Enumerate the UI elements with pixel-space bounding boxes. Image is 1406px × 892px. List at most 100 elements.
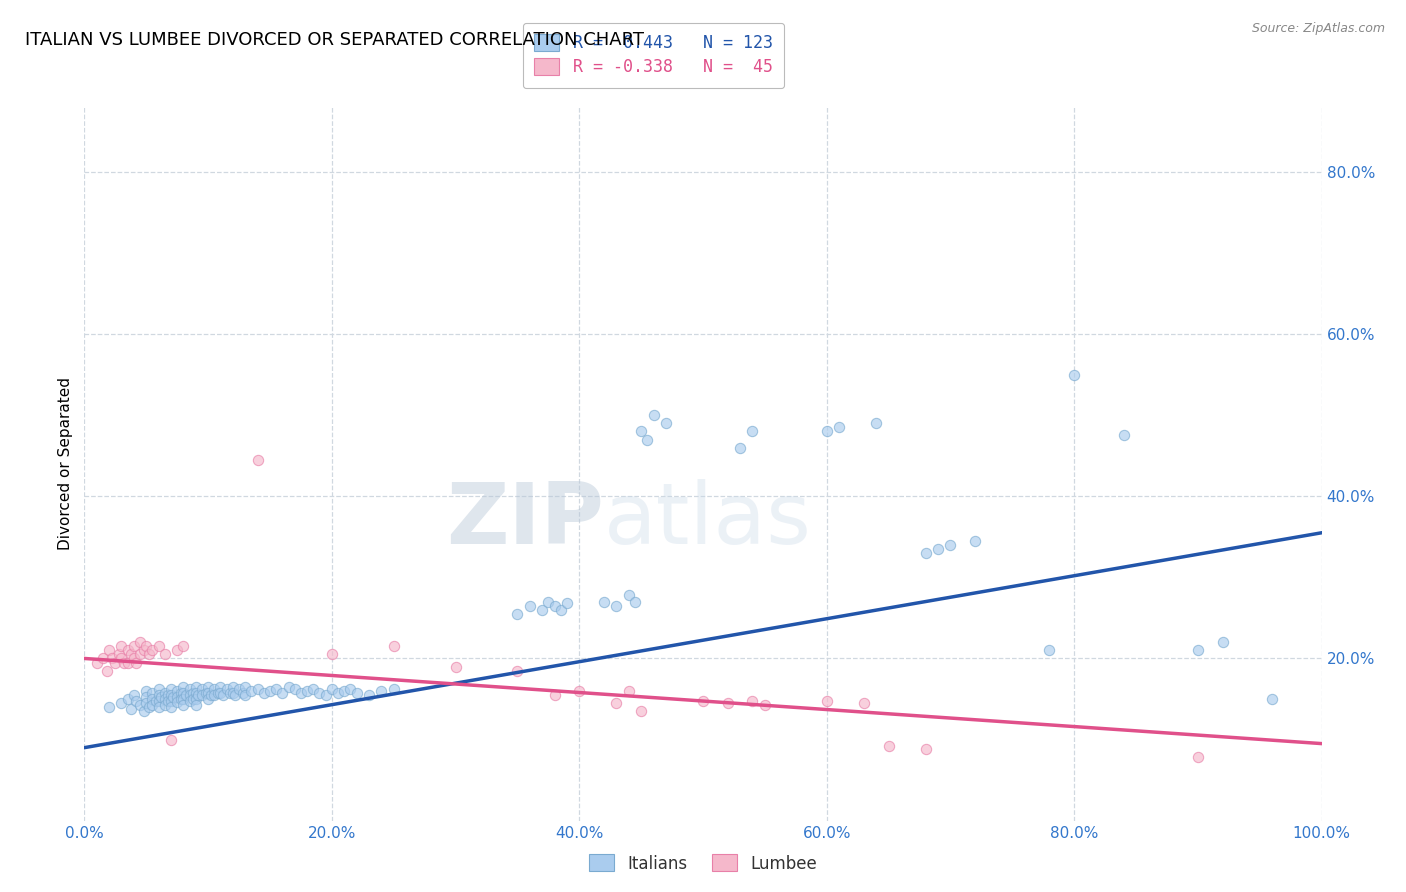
Point (717, 696, 740, 710)
Point (555, 596, 578, 610)
Point (357, 688, 380, 702)
Point (1112, 428, 1135, 442)
Point (120, 702, 142, 716)
Point (122, 640, 145, 654)
Point (197, 692, 219, 706)
Point (240, 684, 263, 698)
Point (166, 643, 188, 657)
Point (617, 684, 640, 698)
Point (271, 685, 294, 699)
Point (228, 682, 250, 697)
Point (264, 682, 287, 697)
Point (1063, 368, 1085, 382)
Point (914, 742, 936, 756)
Point (184, 698, 207, 712)
Point (179, 693, 201, 707)
Point (187, 688, 209, 702)
Point (98, 700, 121, 714)
Point (246, 682, 269, 697)
Point (98, 643, 121, 657)
Point (692, 693, 714, 707)
Point (138, 700, 160, 714)
Point (148, 688, 170, 702)
Point (290, 685, 312, 699)
Point (110, 651, 132, 665)
Point (202, 688, 225, 702)
Point (141, 692, 163, 706)
Point (321, 682, 343, 697)
Point (172, 685, 194, 699)
Point (184, 685, 207, 699)
Point (135, 690, 157, 705)
Point (153, 685, 176, 699)
Point (815, 693, 838, 707)
Point (295, 684, 318, 698)
Point (179, 688, 201, 702)
Point (222, 685, 245, 699)
Point (170, 692, 193, 706)
Point (232, 685, 254, 699)
Point (253, 685, 276, 699)
Point (741, 693, 763, 707)
Point (129, 635, 152, 649)
Point (160, 732, 183, 747)
Point (117, 643, 139, 657)
Point (636, 433, 658, 447)
Text: ITALIAN VS LUMBEE DIVORCED OR SEPARATED CORRELATION CHART: ITALIAN VS LUMBEE DIVORCED OR SEPARATED … (25, 31, 644, 49)
Point (181, 692, 204, 706)
Point (224, 688, 246, 702)
Point (339, 682, 361, 697)
Point (630, 425, 652, 439)
Point (100, 651, 122, 665)
Point (914, 546, 936, 560)
Point (346, 685, 368, 699)
Point (655, 417, 678, 431)
Point (568, 684, 591, 698)
Point (112, 656, 135, 670)
Point (605, 696, 627, 710)
Point (259, 684, 281, 698)
Point (125, 693, 148, 707)
Point (550, 603, 572, 617)
Point (191, 688, 214, 702)
Point (593, 595, 616, 609)
Point (506, 664, 529, 678)
Point (624, 595, 647, 609)
Point (209, 685, 232, 699)
Point (207, 685, 229, 699)
Point (157, 693, 180, 707)
Point (326, 685, 349, 699)
Point (382, 640, 405, 654)
Point (815, 425, 838, 439)
Point (138, 648, 160, 662)
Point (125, 656, 148, 670)
Point (135, 640, 157, 654)
Point (141, 643, 163, 657)
Point (233, 680, 256, 694)
Point (179, 682, 201, 697)
Point (333, 684, 356, 698)
Point (315, 688, 337, 702)
Point (172, 692, 194, 706)
Point (754, 698, 776, 713)
Point (877, 739, 900, 753)
Point (852, 696, 875, 710)
Point (172, 640, 194, 654)
Point (219, 685, 242, 699)
Point (166, 684, 188, 698)
Point (284, 682, 307, 697)
Text: Source: ZipAtlas.com: Source: ZipAtlas.com (1251, 22, 1385, 36)
Point (153, 648, 176, 662)
Point (129, 698, 152, 713)
Point (605, 599, 627, 613)
Point (129, 648, 152, 662)
Point (519, 599, 541, 613)
Point (222, 680, 245, 694)
Point (157, 688, 180, 702)
Point (108, 648, 131, 662)
Point (141, 698, 163, 712)
Point (135, 684, 157, 698)
Point (96, 664, 118, 678)
Point (170, 685, 193, 699)
Text: atlas: atlas (605, 479, 813, 563)
